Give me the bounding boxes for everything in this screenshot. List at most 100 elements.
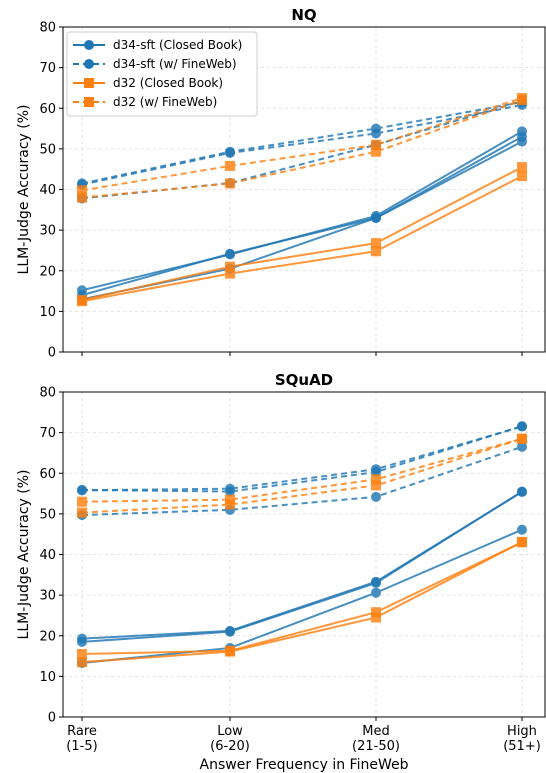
data-point — [517, 95, 527, 106]
y-tick-label: 20 — [39, 264, 56, 279]
y-tick-label: 70 — [39, 426, 56, 441]
legend: d34-sft (Closed Book) d34-sft (w/ FineWeb… — [66, 31, 258, 117]
legend-marker — [84, 97, 94, 107]
nq-y-axis-label: LLM-Judge Accuracy (%) — [16, 105, 32, 275]
series-line — [81, 541, 523, 664]
data-point — [371, 212, 381, 223]
data-point — [371, 474, 381, 485]
series-line — [81, 425, 523, 493]
data-point — [517, 433, 527, 444]
series-line — [81, 97, 523, 192]
data-point — [517, 536, 527, 547]
data-point — [371, 607, 381, 618]
y-tick-label: 30 — [39, 589, 56, 604]
data-point — [371, 480, 381, 491]
data-point — [225, 261, 235, 272]
legend-label: d34-sft (Closed Book) — [113, 38, 242, 52]
data-point — [517, 126, 527, 137]
series-5 — [77, 100, 527, 190]
y-tick-label: 30 — [39, 224, 56, 239]
series-line — [81, 104, 523, 186]
y-tick-label: 80 — [39, 21, 56, 36]
data-point — [371, 146, 381, 157]
data-point — [225, 178, 235, 189]
data-point — [77, 484, 87, 495]
data-point — [371, 139, 381, 150]
y-tick-label: 0 — [48, 711, 56, 726]
series-line — [81, 425, 523, 492]
series-line — [81, 101, 523, 185]
squad-title: SQuAD — [275, 371, 333, 389]
series-line — [81, 130, 523, 292]
series-line — [81, 166, 523, 301]
legend-entry: d32 (Closed Book) — [73, 76, 223, 90]
data-point — [77, 496, 87, 507]
data-point — [371, 128, 381, 139]
series-7 — [77, 162, 527, 305]
x-tick-label: Med (21-50) — [352, 724, 400, 754]
y-tick-label: 50 — [39, 507, 56, 522]
data-point — [371, 491, 381, 502]
data-point — [517, 441, 527, 452]
squad-panel: 0 10 20 30 40 50 60 70 80 SQuAD LLM-Judge Accuracy… — [16, 371, 546, 726]
series-line — [81, 135, 523, 297]
data-point — [77, 507, 87, 518]
series-line — [81, 175, 523, 303]
data-point — [517, 136, 527, 147]
data-point — [77, 649, 87, 660]
series-1 — [77, 486, 527, 647]
y-tick-label: 60 — [39, 467, 56, 482]
data-point — [517, 162, 527, 173]
series-7 — [77, 537, 527, 660]
y-tick-label: 80 — [39, 386, 56, 401]
y-tick-label: 40 — [39, 548, 56, 563]
series-6 — [77, 441, 527, 521]
x-axis-label: Answer Frequency in FineWeb — [200, 757, 409, 773]
series-line — [81, 99, 523, 199]
series-10 — [77, 95, 527, 203]
data-point — [371, 238, 381, 249]
legend-entry: d32 (w/ FineWeb) — [73, 95, 217, 109]
data-point — [371, 246, 381, 257]
data-point — [77, 296, 87, 307]
squad-y-axis-label: LLM-Judge Accuracy (%) — [16, 470, 32, 640]
series-8 — [77, 536, 527, 668]
data-point — [517, 524, 527, 535]
series-5 — [77, 421, 527, 497]
data-point — [77, 192, 87, 203]
legend-label: d32 (w/ FineWeb) — [113, 95, 217, 109]
legend-marker — [84, 78, 94, 88]
nq-panel: 0 10 20 30 40 50 60 70 80 NQ LLM-Judge Accuracy (%… — [16, 6, 546, 361]
series-10 — [77, 433, 527, 518]
series-3 — [77, 524, 527, 668]
data-point — [225, 499, 235, 510]
y-tick-label: 50 — [39, 142, 56, 157]
series-line — [81, 445, 523, 517]
series-line — [81, 140, 523, 301]
x-axis: Rare (1-5) Low (6-20) Med (21-50) High (51+) Ans… — [66, 724, 540, 773]
plot-frame — [62, 26, 546, 353]
data-point — [225, 268, 235, 279]
series-line — [81, 437, 523, 514]
y-tick-label: 70 — [39, 61, 56, 76]
data-point — [77, 633, 87, 644]
series-2 — [77, 126, 527, 296]
legend-entry: d34-sft (w/ FineWeb) — [73, 57, 237, 71]
data-point — [517, 171, 527, 182]
data-point — [225, 625, 235, 636]
data-point — [77, 185, 87, 196]
legend-label: d32 (Closed Book) — [113, 76, 223, 90]
y-tick-label: 60 — [39, 102, 56, 117]
data-point — [225, 486, 235, 497]
series-line — [81, 541, 523, 656]
data-point — [371, 587, 381, 598]
y-tick-label: 40 — [39, 183, 56, 198]
y-tick-label: 0 — [48, 346, 56, 361]
x-tick-label: Low (6-20) — [210, 724, 250, 754]
data-point — [225, 646, 235, 657]
series-line — [81, 528, 523, 664]
legend-box — [66, 31, 258, 117]
y-tick-label: 20 — [39, 629, 56, 644]
series-line — [81, 491, 523, 640]
data-point — [517, 421, 527, 432]
